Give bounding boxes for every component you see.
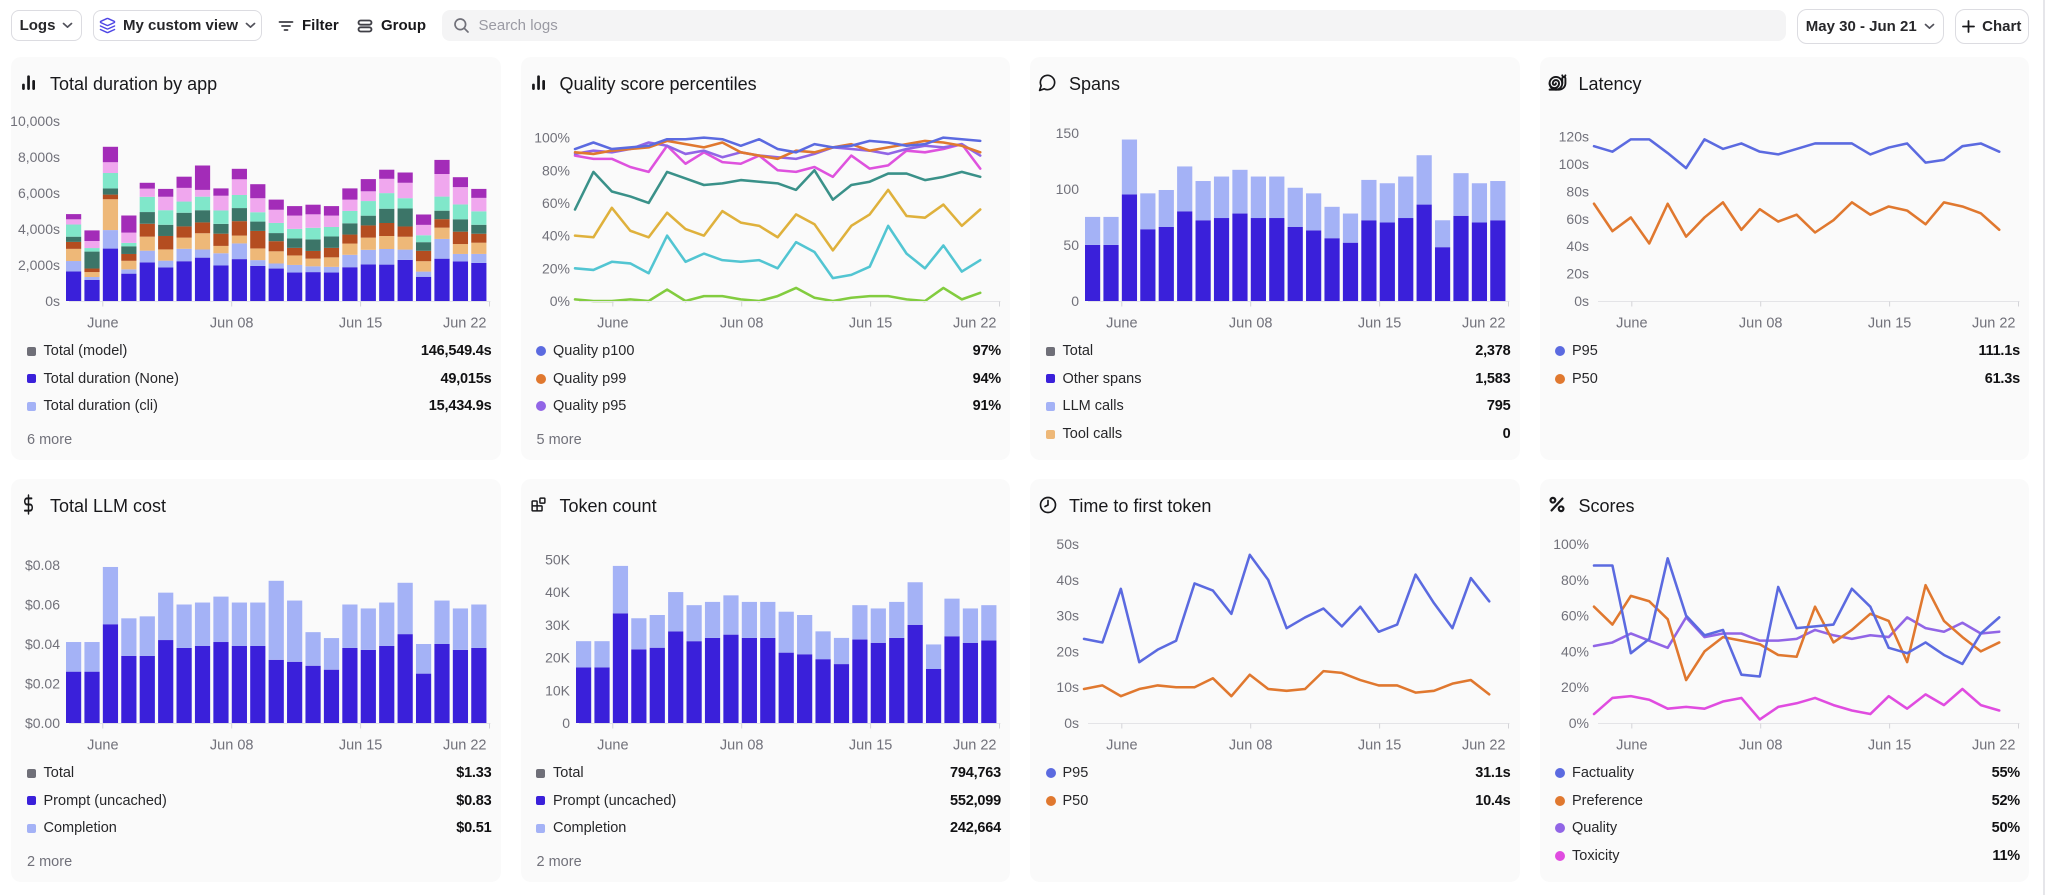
svg-text:Jun 08: Jun 08 <box>719 738 763 754</box>
svg-text:$0.08: $0.08 <box>25 557 60 573</box>
svg-text:Jun 15: Jun 15 <box>339 738 383 754</box>
svg-text:80s: 80s <box>1566 183 1589 199</box>
svg-text:Jun 22: Jun 22 <box>1971 738 2015 754</box>
svg-text:120s: 120s <box>1558 129 1588 145</box>
svg-text:100%: 100% <box>1553 536 1589 552</box>
svg-text:50: 50 <box>1063 237 1079 253</box>
svg-text:$0.06: $0.06 <box>25 597 60 613</box>
svg-text:Jun 15: Jun 15 <box>1867 316 1911 332</box>
svg-text:Jun 08: Jun 08 <box>1229 738 1273 754</box>
svg-text:80%: 80% <box>541 162 569 178</box>
svg-text:Jun 15: Jun 15 <box>1358 316 1402 332</box>
svg-text:20s: 20s <box>1056 643 1079 659</box>
svg-text:80%: 80% <box>1560 572 1588 588</box>
svg-text:30s: 30s <box>1056 608 1079 624</box>
svg-text:June: June <box>1106 316 1137 332</box>
svg-text:Jun 08: Jun 08 <box>210 738 254 754</box>
svg-text:150: 150 <box>1056 125 1080 141</box>
svg-text:Jun 22: Jun 22 <box>443 316 487 332</box>
svg-text:$0.02: $0.02 <box>25 676 60 692</box>
svg-text:50s: 50s <box>1056 536 1079 552</box>
svg-text:Jun 08: Jun 08 <box>1738 316 1782 332</box>
svg-text:50K: 50K <box>545 551 571 567</box>
svg-text:10,000s: 10,000s <box>11 113 60 129</box>
svg-text:$0.04: $0.04 <box>25 636 60 652</box>
svg-text:Jun 15: Jun 15 <box>848 316 892 332</box>
svg-text:20K: 20K <box>545 650 571 666</box>
svg-text:40%: 40% <box>541 228 569 244</box>
svg-text:0s: 0s <box>1064 715 1079 731</box>
svg-text:60s: 60s <box>1566 211 1589 227</box>
svg-text:10s: 10s <box>1056 679 1079 695</box>
svg-text:Jun 15: Jun 15 <box>339 316 383 332</box>
svg-text:0: 0 <box>562 715 570 731</box>
svg-text:June: June <box>87 738 118 754</box>
svg-text:40s: 40s <box>1566 238 1589 254</box>
svg-text:0: 0 <box>1071 293 1079 309</box>
svg-text:6,000s: 6,000s <box>18 185 60 201</box>
svg-text:Jun 22: Jun 22 <box>1971 316 2015 332</box>
svg-text:60%: 60% <box>1560 608 1588 624</box>
svg-text:Jun 08: Jun 08 <box>1738 738 1782 754</box>
svg-text:2,000s: 2,000s <box>18 257 60 273</box>
svg-text:Jun 15: Jun 15 <box>848 738 892 754</box>
svg-text:30K: 30K <box>545 617 571 633</box>
svg-text:100s: 100s <box>1558 156 1588 172</box>
svg-text:Jun 22: Jun 22 <box>1462 316 1506 332</box>
svg-text:40K: 40K <box>545 584 571 600</box>
svg-text:Jun 08: Jun 08 <box>210 316 254 332</box>
svg-text:8,000s: 8,000s <box>18 149 60 165</box>
svg-text:June: June <box>597 738 628 754</box>
svg-text:Jun 08: Jun 08 <box>1229 316 1273 332</box>
svg-text:$0.00: $0.00 <box>25 715 60 731</box>
svg-text:10K: 10K <box>545 682 571 698</box>
svg-text:100: 100 <box>1056 181 1080 197</box>
svg-text:Jun 22: Jun 22 <box>443 738 487 754</box>
svg-text:60%: 60% <box>541 195 569 211</box>
svg-text:June: June <box>1106 738 1137 754</box>
svg-text:40%: 40% <box>1560 643 1588 659</box>
svg-text:Jun 22: Jun 22 <box>952 738 996 754</box>
svg-text:0%: 0% <box>1568 715 1588 731</box>
svg-text:Jun 08: Jun 08 <box>719 316 763 332</box>
svg-text:Jun 22: Jun 22 <box>952 316 996 332</box>
svg-text:Jun 22: Jun 22 <box>1462 738 1506 754</box>
svg-text:20%: 20% <box>541 260 569 276</box>
svg-text:0s: 0s <box>1574 293 1589 309</box>
svg-text:June: June <box>1616 316 1647 332</box>
svg-text:June: June <box>597 316 628 332</box>
svg-text:Jun 15: Jun 15 <box>1358 738 1402 754</box>
svg-text:Jun 15: Jun 15 <box>1867 738 1911 754</box>
svg-text:June: June <box>1616 738 1647 754</box>
svg-text:40s: 40s <box>1056 572 1079 588</box>
svg-text:20%: 20% <box>1560 679 1588 695</box>
svg-text:0s: 0s <box>45 293 60 309</box>
svg-text:20s: 20s <box>1566 266 1589 282</box>
svg-text:0%: 0% <box>549 293 569 309</box>
svg-text:4,000s: 4,000s <box>18 221 60 237</box>
svg-text:100%: 100% <box>534 130 570 146</box>
svg-text:June: June <box>87 316 118 332</box>
